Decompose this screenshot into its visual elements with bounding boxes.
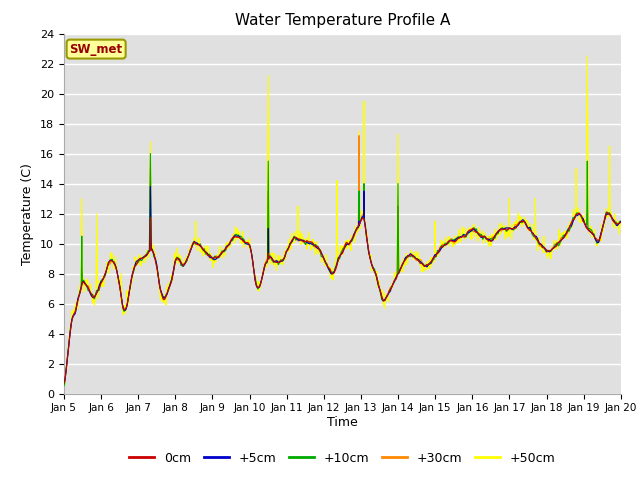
Y-axis label: Temperature (C): Temperature (C) xyxy=(22,163,35,264)
X-axis label: Time: Time xyxy=(327,416,358,429)
Title: Water Temperature Profile A: Water Temperature Profile A xyxy=(235,13,450,28)
Text: SW_met: SW_met xyxy=(70,43,123,56)
Legend: 0cm, +5cm, +10cm, +30cm, +50cm: 0cm, +5cm, +10cm, +30cm, +50cm xyxy=(124,447,561,469)
